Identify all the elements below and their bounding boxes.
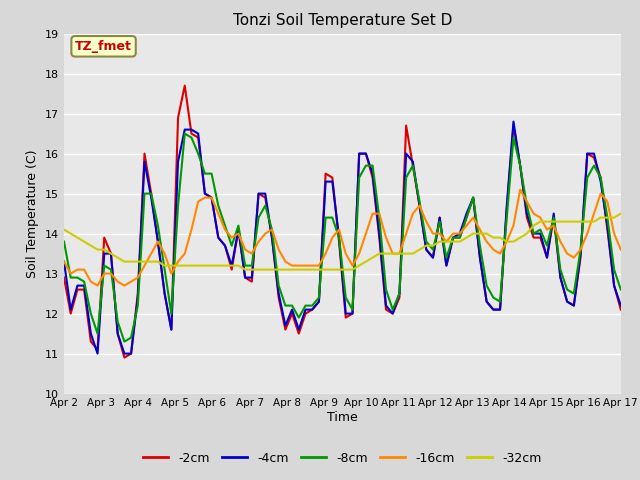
Title: Tonzi Soil Temperature Set D: Tonzi Soil Temperature Set D [233, 13, 452, 28]
Legend: -2cm, -4cm, -8cm, -16cm, -32cm: -2cm, -4cm, -8cm, -16cm, -32cm [138, 447, 547, 469]
Y-axis label: Soil Temperature (C): Soil Temperature (C) [26, 149, 40, 278]
X-axis label: Time: Time [327, 411, 358, 424]
Text: TZ_fmet: TZ_fmet [75, 40, 132, 53]
